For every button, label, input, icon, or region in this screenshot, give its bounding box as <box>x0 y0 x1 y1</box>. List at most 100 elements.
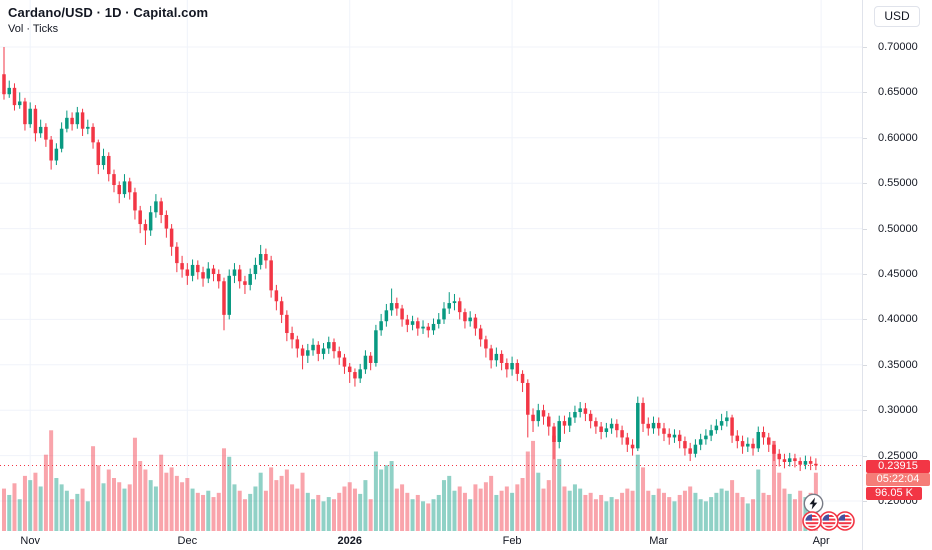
candlestick-chart-canvas[interactable] <box>0 0 862 531</box>
volume-bar <box>546 480 551 531</box>
bar-countdown-badge: 05:22:04 <box>866 473 930 486</box>
price-axis-tick <box>863 364 867 366</box>
candle-body <box>400 308 404 320</box>
volume-bar <box>180 482 185 531</box>
time-axis-label: Mar <box>649 535 669 547</box>
time-axis[interactable]: Nov Dec 2026 Feb Mar Apr <box>0 532 862 550</box>
volume-bar <box>531 440 536 531</box>
candle-body <box>44 126 48 140</box>
volume-bar <box>693 492 698 531</box>
price-chart-pane[interactable]: Cardano/USD · 1D · Capital.com Vol · Tic… <box>0 0 862 550</box>
volume-bar <box>352 488 357 531</box>
candle-body <box>651 422 656 429</box>
volume-bar <box>436 494 441 531</box>
volume-bar <box>462 492 467 531</box>
volume-bar <box>232 484 237 531</box>
volume-indicator-label[interactable]: Vol · Ticks <box>8 23 59 35</box>
symbol-title[interactable]: Cardano/USD · 1D · Capital.com <box>8 5 209 20</box>
candle-body <box>70 117 74 125</box>
candle-body <box>562 421 567 426</box>
volume-bar <box>43 454 48 531</box>
candle-body <box>609 423 614 429</box>
candle-body <box>683 441 687 449</box>
volume-bar <box>620 492 625 531</box>
currency-button[interactable]: USD <box>874 6 920 27</box>
volume-bar <box>148 480 153 531</box>
candle-body <box>573 412 577 418</box>
candle-body <box>520 373 525 383</box>
volume-bar <box>85 501 90 531</box>
price-axis-label: 0.35000 <box>878 358 918 371</box>
volume-bar <box>389 461 394 531</box>
candle-body <box>567 417 572 426</box>
volume-bar <box>782 488 787 531</box>
volume-bar <box>211 497 216 531</box>
volume-bar <box>311 499 316 531</box>
candle-body <box>201 272 205 279</box>
volume-bar <box>321 501 326 531</box>
price-axis[interactable]: USD 0.23915 05:22:04 96.05 K 0.70000 0.65… <box>862 0 932 550</box>
candle-body <box>405 319 410 325</box>
volume-bar <box>237 490 242 531</box>
candle-body <box>531 414 535 422</box>
candle-body <box>243 281 247 285</box>
volume-bar <box>101 483 106 531</box>
candle-body <box>28 108 32 125</box>
volume-bar <box>132 437 137 531</box>
price-axis-tick <box>863 501 867 502</box>
candle-body <box>86 126 90 129</box>
volume-bar <box>719 488 724 531</box>
candle-body <box>7 87 11 95</box>
volume-bar <box>70 499 75 531</box>
candle-body <box>337 351 341 358</box>
candle-body <box>269 260 273 291</box>
candle-body <box>306 350 310 356</box>
candle-body <box>740 441 745 447</box>
volume-bar <box>625 488 630 531</box>
candle-body <box>437 319 441 324</box>
candle-body <box>49 139 53 161</box>
volume-bar <box>593 499 598 531</box>
volume-bar <box>75 493 80 531</box>
candle-body <box>80 112 85 129</box>
candle-body <box>761 431 766 438</box>
candle-body <box>588 413 593 422</box>
candle-body <box>117 185 121 195</box>
volume-bar <box>17 499 22 531</box>
candle-body <box>311 344 315 351</box>
volume-bar <box>578 488 583 531</box>
volume-bar <box>54 478 59 531</box>
volume-bar <box>363 480 368 531</box>
volume-bar <box>138 461 143 531</box>
candle-body <box>300 348 305 356</box>
price-axis-tick <box>863 137 867 139</box>
candle-body <box>662 428 666 434</box>
volume-bar <box>457 486 462 531</box>
volume-bar <box>541 488 546 531</box>
candle-body <box>672 434 677 438</box>
candle-body <box>426 326 431 331</box>
price-axis-tick <box>863 47 867 48</box>
volume-bar <box>28 480 33 531</box>
volume-bar <box>400 484 405 531</box>
candle-body <box>526 382 530 415</box>
candle-body <box>59 128 64 149</box>
candle-body <box>693 444 698 454</box>
volume-bar <box>724 490 729 531</box>
price-axis-tick <box>863 183 867 185</box>
price-axis-label: 0.70000 <box>878 41 918 53</box>
candle-body <box>410 321 415 325</box>
candle-body <box>222 281 226 315</box>
volume-bar <box>635 454 640 531</box>
candle-body <box>347 366 352 373</box>
candle-body <box>353 372 357 379</box>
volume-bar <box>730 480 735 531</box>
flag-event-icons[interactable] <box>801 511 856 531</box>
volume-bar <box>117 482 122 531</box>
candle-body <box>421 326 425 329</box>
candle-body <box>237 269 242 282</box>
volume-bar <box>221 448 226 531</box>
price-axis-label: 0.60000 <box>878 131 918 144</box>
volume-bar <box>373 451 378 531</box>
candle-body <box>499 353 504 363</box>
